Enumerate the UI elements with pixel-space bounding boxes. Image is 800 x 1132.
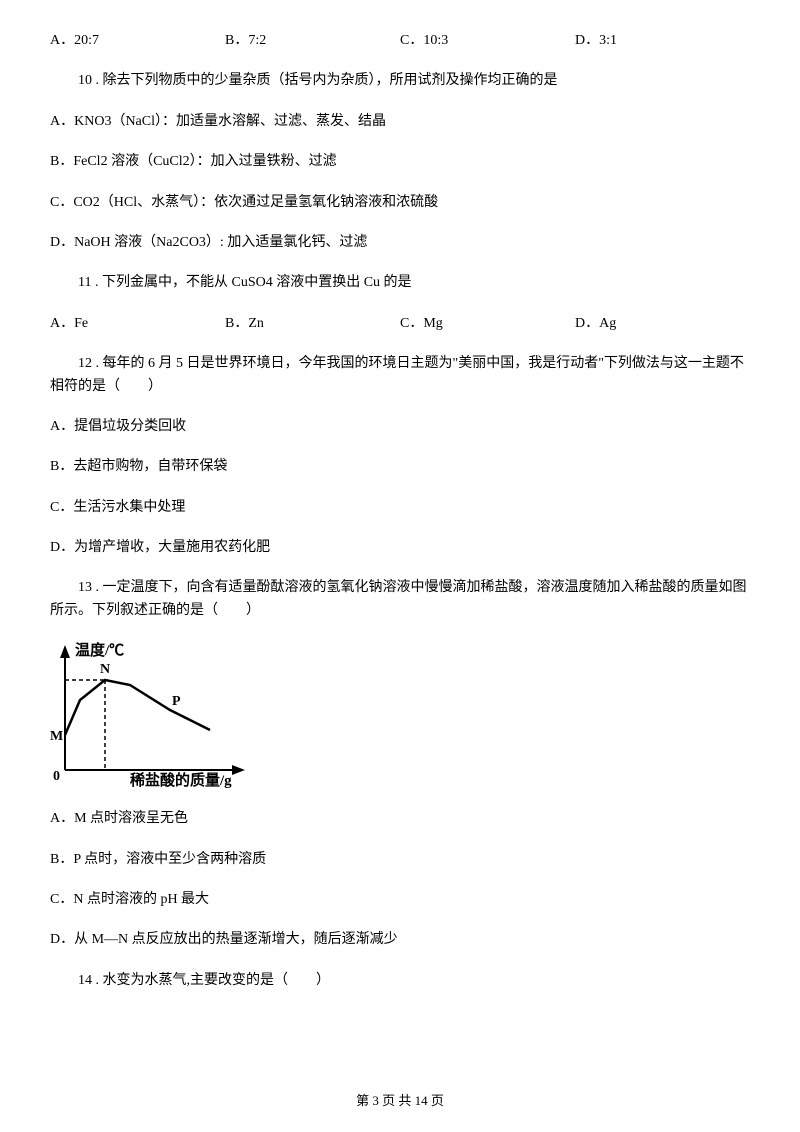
curve [65,680,210,735]
q12-option-b: B．去超市购物，自带环保袋 [50,456,750,478]
q13-option-b: B．P 点时，溶液中至少含两种溶质 [50,849,750,871]
x-arrow-icon [232,765,245,775]
label-o: 0 [53,769,60,784]
q10-option-d: D．NaOH 溶液（Na2CO3）: 加入适量氯化钙、过滤 [50,232,750,254]
q11-options: A．Fe B．Zn C．Mg D．Ag [50,313,750,335]
label-n: N [100,662,110,677]
q11-option-a: A．Fe [50,313,225,335]
q9-option-b: B．7:2 [225,30,400,52]
q10-option-a: A．KNO3（NaCl）：加适量水溶解、过滤、蒸发、结晶 [50,111,750,133]
q9-option-d: D．3:1 [575,30,750,52]
x-label: 稀盐酸的质量/g [130,771,232,789]
graph-svg: 温度/℃ 稀盐酸的质量/g M N P 0 [50,640,260,790]
q9-option-a: A．20:7 [50,30,225,52]
y-arrow-icon [60,645,70,658]
q11-option-d: D．Ag [575,313,750,335]
q10-option-b: B．FeCl2 溶液（CuCl2）：加入过量铁粉、过滤 [50,151,750,173]
q11-option-b: B．Zn [225,313,400,335]
q9-options: A．20:7 B．7:2 C．10:3 D．3:1 [50,30,750,52]
label-m: M [50,729,63,744]
page-footer: 第 3 页 共 14 页 [0,1091,800,1112]
q11-option-c: C．Mg [400,313,575,335]
q13-option-d: D．从 M—N 点反应放出的热量逐渐增大，随后逐渐减少 [50,929,750,951]
q12-option-a: A．提倡垃圾分类回收 [50,416,750,438]
q13-option-c: C．N 点时溶液的 pH 最大 [50,889,750,911]
q12-option-c: C．生活污水集中处理 [50,497,750,519]
q12-option-d: D．为增产增收，大量施用农药化肥 [50,537,750,559]
label-p: P [172,694,181,709]
q10-stem: 10 . 除去下列物质中的少量杂质（括号内为杂质），所用试剂及操作均正确的是 [50,70,750,92]
q10-option-c: C．CO2（HCl、水蒸气）：依次通过足量氢氧化钠溶液和浓硫酸 [50,192,750,214]
q9-option-c: C．10:3 [400,30,575,52]
q14-stem: 14 . 水变为水蒸气,主要改变的是（ ） [50,970,750,992]
y-label: 温度/℃ [75,641,124,659]
q13-stem: 13 . 一定温度下，向含有适量酚酞溶液的氢氧化钠溶液中慢慢滴加稀盐酸，溶液温度… [50,577,750,622]
q11-stem: 11 . 下列金属中，不能从 CuSO4 溶液中置换出 Cu 的是 [50,272,750,294]
q12-stem: 12 . 每年的 6 月 5 日是世界环境日，今年我国的环境日主题为"美丽中国，… [50,353,750,398]
q13-option-a: A．M 点时溶液呈无色 [50,808,750,830]
q13-graph: 温度/℃ 稀盐酸的质量/g M N P 0 [50,640,260,790]
